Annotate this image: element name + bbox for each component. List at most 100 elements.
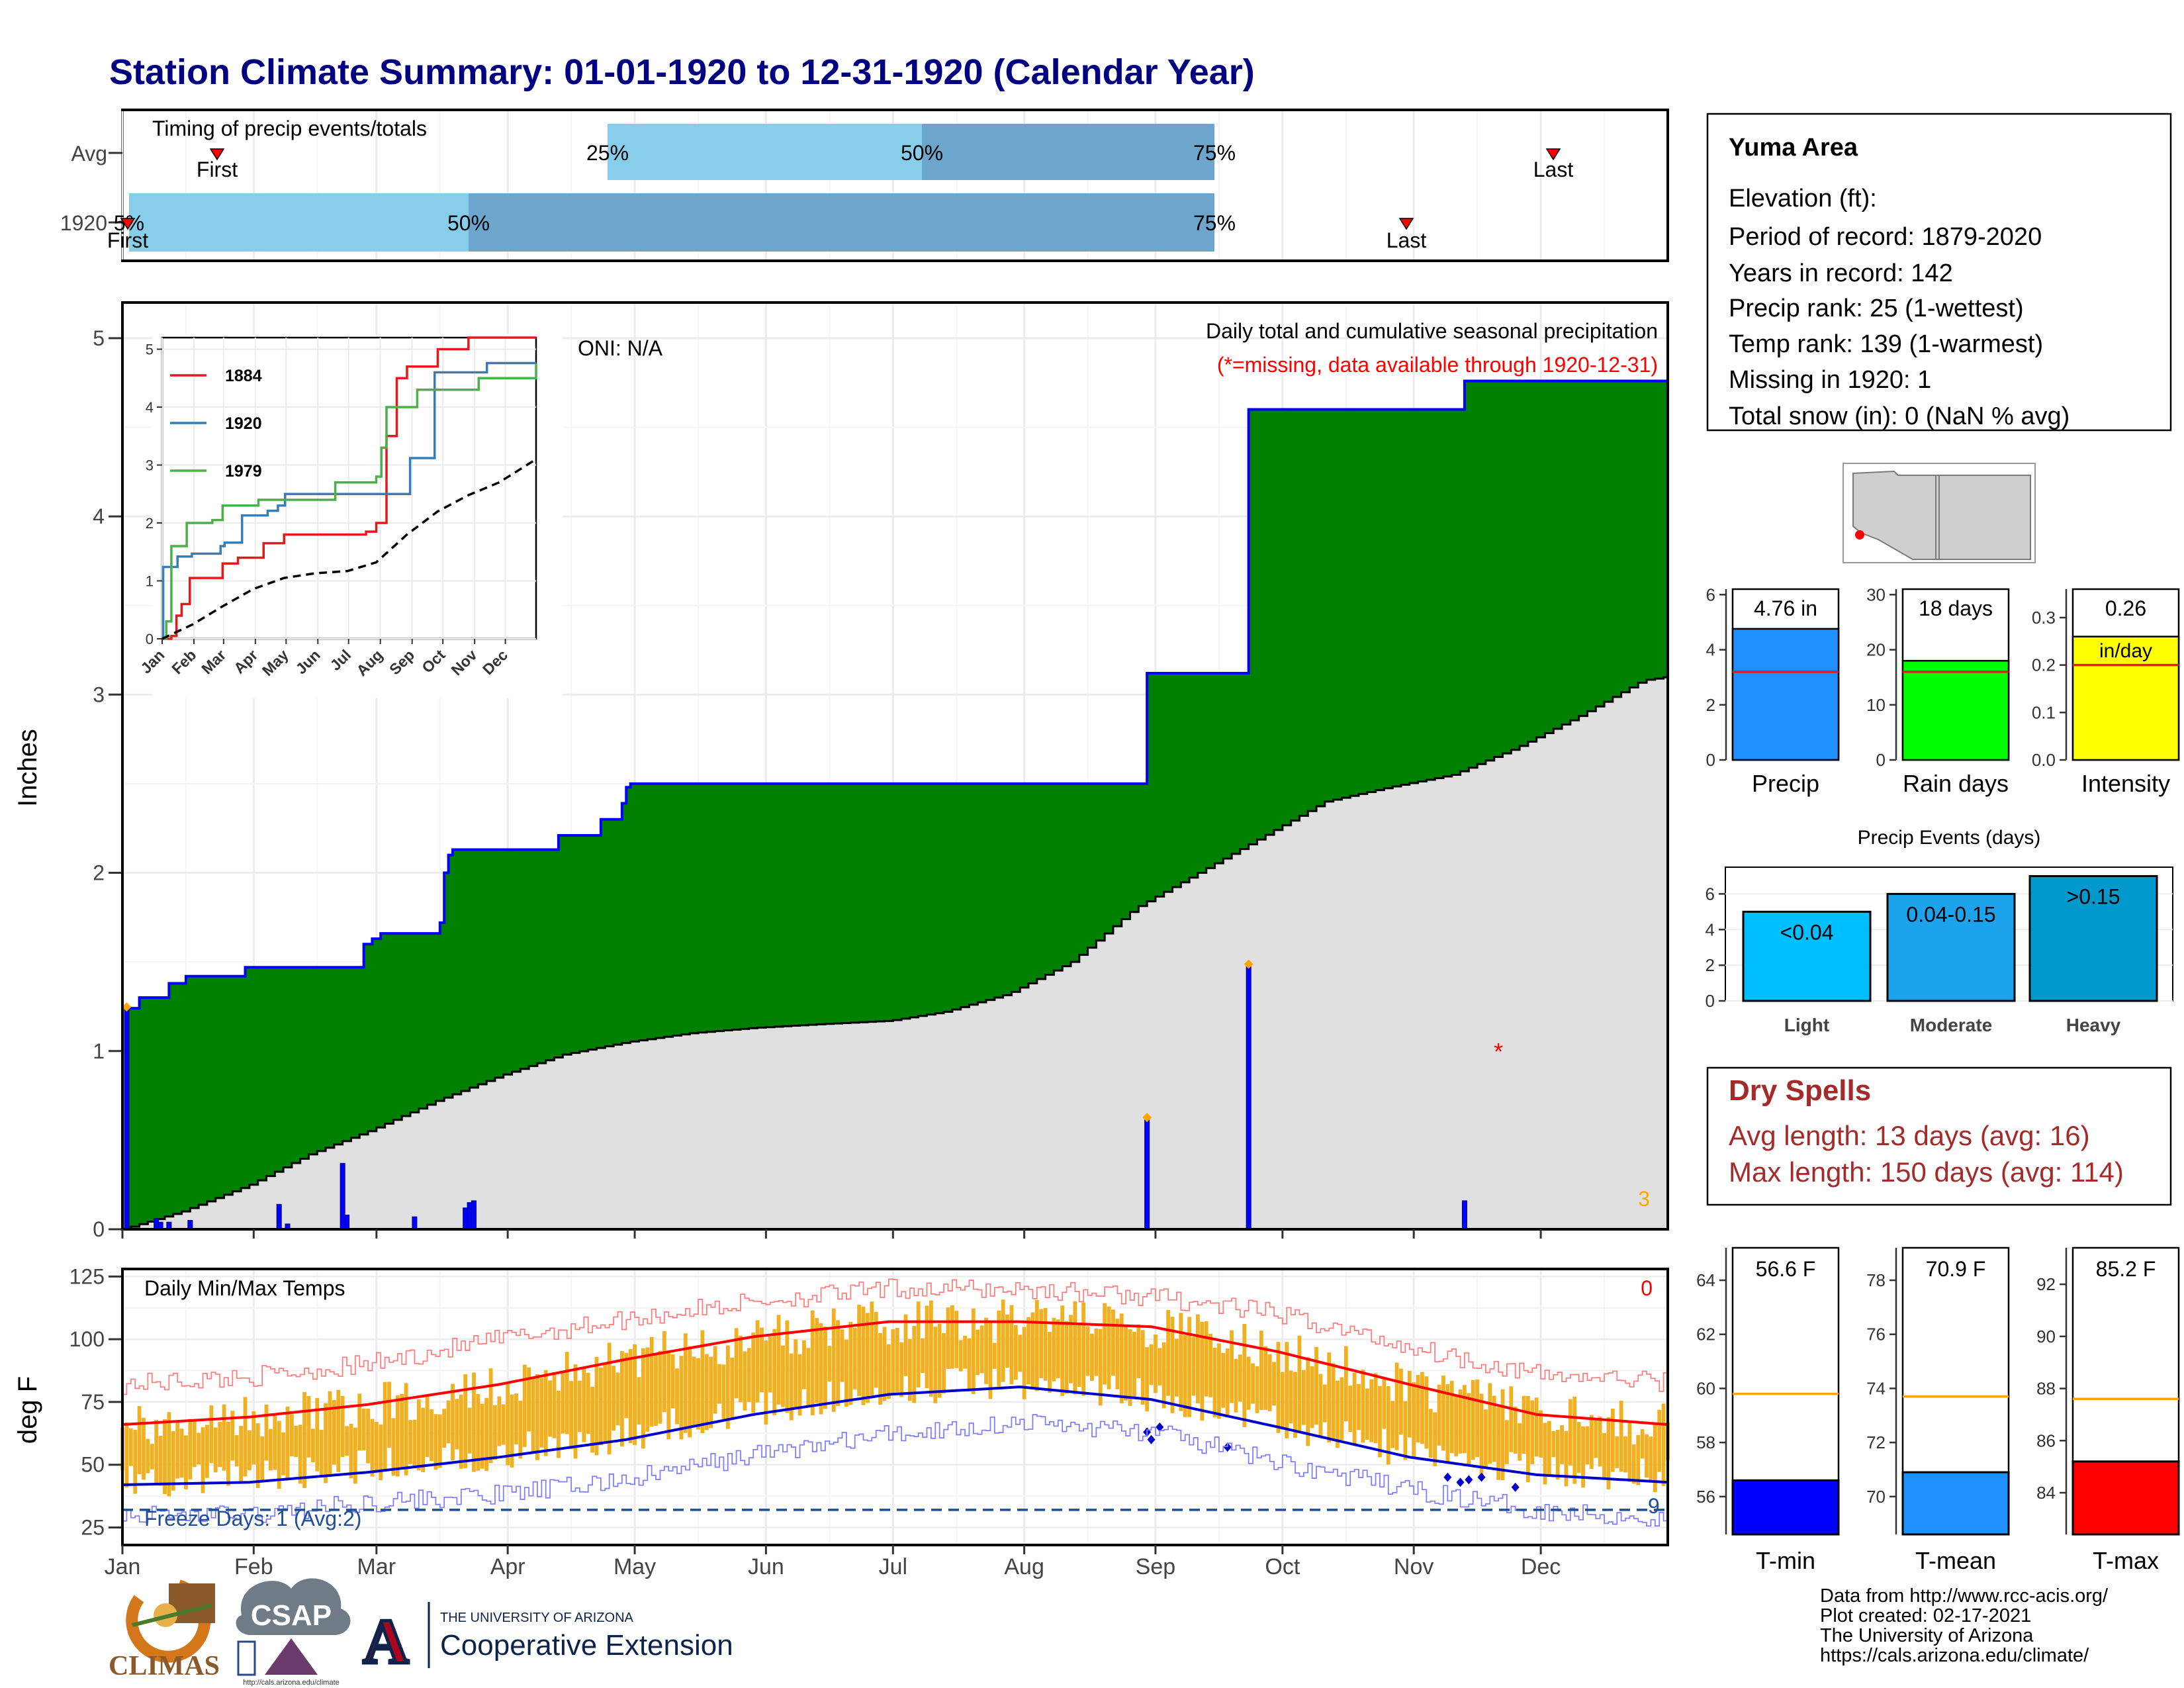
record-low-marker <box>1456 1477 1465 1487</box>
daily-temp-bar <box>1103 1303 1107 1385</box>
daily-temp-bar <box>1343 1346 1348 1422</box>
daily-temp-bar <box>1136 1324 1141 1379</box>
daily-temp-bar <box>1492 1395 1496 1462</box>
y-tick-label: 4 <box>93 504 105 528</box>
daily-temp-bar <box>1513 1406 1518 1454</box>
event-bar-label: Light <box>1784 1015 1829 1035</box>
summary-bar-Precip <box>1731 628 1840 761</box>
daily-temp-bar <box>213 1427 218 1473</box>
daily-temp-bar <box>565 1352 569 1434</box>
summary-tick-label: 2 <box>1706 695 1715 715</box>
daily-temp-bar <box>1627 1422 1632 1482</box>
daily-temp-bar <box>1179 1313 1183 1411</box>
temp-title: Daily Min/Max Temps <box>144 1276 345 1300</box>
inset-legend-label: 1884 <box>225 367 262 385</box>
y1920-5-50-bar <box>129 193 469 252</box>
summary-tick-label: 4 <box>1706 640 1715 660</box>
daily-temp-bar <box>628 1349 633 1444</box>
daily-temp-bar <box>158 1435 163 1486</box>
daily-temp-bar <box>260 1436 265 1483</box>
temp-summary-bar-T-mean <box>1901 1471 2010 1536</box>
daily-temp-bar <box>979 1325 984 1374</box>
daily-temp-bar <box>1272 1362 1276 1406</box>
daily-temp-bar <box>1551 1431 1556 1458</box>
events-title: Precip Events (days) <box>1858 827 2041 849</box>
daily-temp-bar <box>615 1372 620 1426</box>
average-min-line <box>122 1385 1668 1487</box>
timing-title: Timing of precip events/totals <box>152 117 427 140</box>
daily-temp-bar <box>852 1327 857 1389</box>
daily-temp-bar <box>408 1420 412 1464</box>
daily-temp-bar <box>1361 1370 1365 1443</box>
daily-temp-bar <box>823 1327 827 1409</box>
temp-summary-tick-label: 84 <box>2036 1483 2056 1503</box>
daily-temp-bar <box>967 1338 972 1391</box>
daily-temp-bar <box>1285 1342 1289 1438</box>
daily-temp-bar <box>197 1432 201 1465</box>
daily-temp-bar <box>128 1428 133 1466</box>
daily-temp-bar <box>1534 1397 1539 1457</box>
summary-tick-label: 20 <box>1866 640 1886 660</box>
daily-temp-bar <box>942 1333 946 1393</box>
timing-row-1920: 1920 <box>60 211 107 235</box>
daily-temp-bar <box>1238 1354 1242 1402</box>
daily-temp-bar <box>641 1348 645 1449</box>
daily-temp-bar <box>205 1425 209 1478</box>
daily-temp-bar <box>1518 1423 1522 1461</box>
daily-precip-bar <box>412 1216 418 1230</box>
daily-temp-bar <box>1530 1400 1535 1464</box>
large-event-marker <box>1142 1113 1152 1123</box>
freeze-days-label: Freeze Days: 1 (Avg:2) <box>144 1507 361 1530</box>
event-bar-Moderate <box>1886 892 2016 1002</box>
daily-temp-bar <box>1077 1323 1081 1387</box>
daily-temp-bar <box>510 1394 514 1468</box>
temp-summary-value: 85.2 F <box>2096 1257 2156 1281</box>
temp-summary-label: T-min <box>1756 1547 1815 1574</box>
temp-panel: 25 50 75 100 125 Daily Min/Max Temps 0 Freez… <box>13 1264 1670 1546</box>
daily-temp-bar <box>467 1407 472 1454</box>
daily-temp-bar <box>1631 1444 1636 1484</box>
daily-temp-bar <box>255 1423 260 1488</box>
daily-temp-bar <box>154 1419 159 1484</box>
daily-temp-bar <box>514 1393 518 1445</box>
daily-temp-bar <box>802 1340 806 1389</box>
daily-temp-bar <box>1119 1313 1124 1403</box>
daily-temp-bar <box>1653 1424 1657 1493</box>
daily-temp-bar <box>666 1352 671 1440</box>
temp-summary-bar-T-max <box>2071 1460 2180 1536</box>
daily-temp-bar <box>1525 1395 1530 1482</box>
daily-temp-bar <box>603 1363 608 1442</box>
temp-summary-tick-label: 74 <box>1866 1378 1886 1398</box>
daily-temp-bar <box>277 1421 281 1489</box>
daily-temp-bar <box>1568 1399 1572 1466</box>
location-map <box>1843 463 2036 563</box>
daily-temp-bar <box>383 1382 387 1472</box>
daily-temp-bar <box>747 1348 751 1402</box>
daily-temp-bar <box>1052 1317 1056 1382</box>
average-cumulative-area <box>122 676 1669 1231</box>
daily-precip-bar <box>1461 1200 1467 1230</box>
info-line-1: Elevation (ft): <box>1729 185 1877 212</box>
climas-logo: CLIMAS <box>109 1579 220 1681</box>
daily-temp-bar <box>857 1305 862 1397</box>
daily-temp-bar <box>654 1354 658 1427</box>
ua-letter: A <box>363 1606 408 1677</box>
daily-temp-bar <box>535 1374 539 1460</box>
daily-temp-bar <box>1115 1319 1120 1389</box>
avg-50-label: 50% <box>901 141 943 165</box>
daily-precip-bar <box>471 1200 477 1230</box>
daily-temp-bar <box>1246 1356 1251 1410</box>
daily-temp-bar <box>1208 1333 1212 1397</box>
daily-temp-bar <box>1441 1375 1445 1451</box>
daily-temp-bar <box>404 1383 408 1476</box>
daily-temp-bar <box>976 1329 980 1376</box>
summary-tick-label: 30 <box>1866 585 1886 604</box>
summary-tick-label: 6 <box>1706 585 1715 604</box>
missing-day-star: * <box>1494 1038 1503 1065</box>
temp-summary-tick-label: 58 <box>1696 1432 1715 1452</box>
station-location-dot <box>1855 530 1864 539</box>
daily-temp-bar <box>1056 1319 1060 1379</box>
daily-temp-bar <box>1394 1362 1399 1450</box>
daily-temp-bar <box>1433 1412 1437 1467</box>
daily-temp-bar <box>836 1320 841 1407</box>
